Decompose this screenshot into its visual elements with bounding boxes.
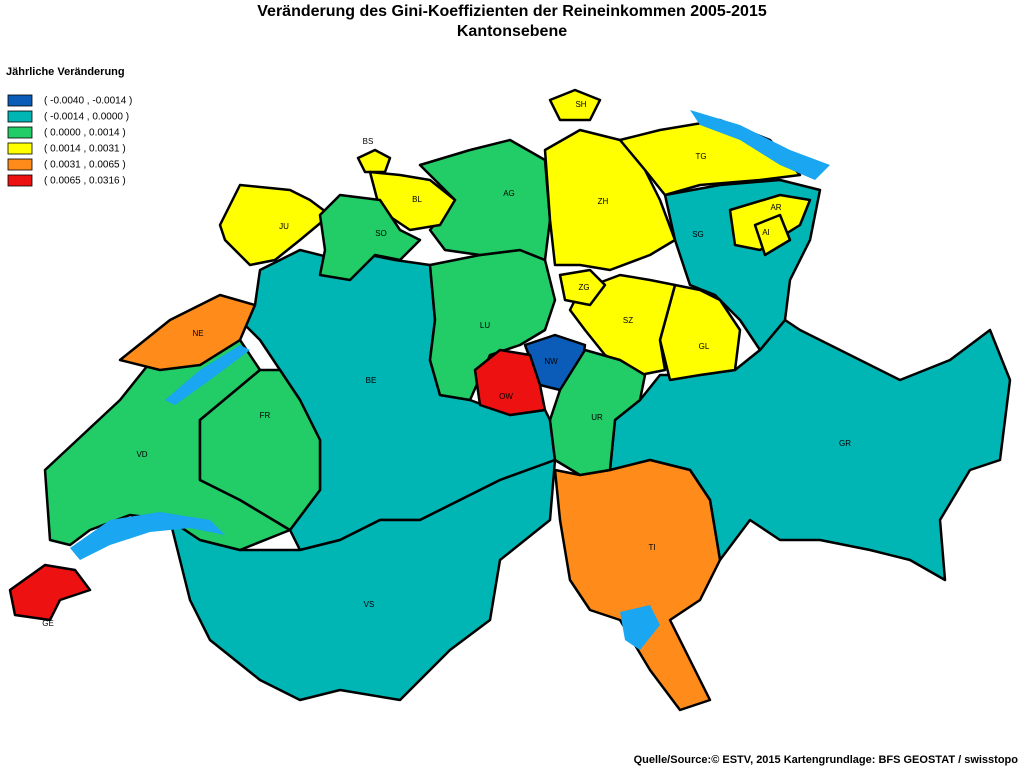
canton-label: VD bbox=[136, 450, 147, 459]
canton bbox=[218, 183, 332, 267]
lakes bbox=[70, 110, 830, 650]
canton-label: TG bbox=[695, 152, 706, 161]
canton-label: GL bbox=[699, 342, 710, 351]
canton-label: SG bbox=[692, 230, 704, 239]
canton bbox=[753, 213, 792, 257]
canton bbox=[473, 348, 547, 417]
legend-label: ( 0.0000 , 0.0014 ) bbox=[44, 128, 126, 139]
canton-labels: GE VD NE JU BS BL SO AG ZH SH TG SG AR AI GL SZ ZG LU NW OW… bbox=[42, 100, 851, 628]
canton-label: GE bbox=[42, 619, 54, 628]
canton-label: GR bbox=[839, 439, 851, 448]
canton-label: LU bbox=[480, 321, 490, 330]
canton-label: UR bbox=[591, 413, 603, 422]
legend: ( -0.0040 , -0.0014 ) ( -0.0014 , 0.0000 … bbox=[7, 94, 132, 187]
canton bbox=[318, 193, 422, 282]
canton bbox=[118, 293, 257, 372]
legend-label: ( 0.0031 , 0.0065 ) bbox=[44, 160, 126, 171]
canton-label: NW bbox=[544, 357, 558, 366]
canton-label: AG bbox=[503, 189, 515, 198]
canton-label: VS bbox=[364, 600, 375, 609]
canton-label: BE bbox=[366, 376, 377, 385]
canton-label: SH bbox=[575, 100, 586, 109]
legend-swatch bbox=[7, 94, 33, 107]
legend-swatch bbox=[7, 174, 33, 187]
canton-label: AR bbox=[770, 203, 781, 212]
canton bbox=[548, 88, 602, 122]
legend-swatch bbox=[7, 126, 33, 139]
canton bbox=[568, 273, 677, 377]
canton bbox=[168, 458, 557, 702]
legend-label: ( -0.0014 , 0.0000 ) bbox=[44, 112, 129, 123]
canton-label: OW bbox=[499, 392, 513, 401]
canton-label: FR bbox=[260, 411, 271, 420]
legend-swatch bbox=[7, 158, 33, 171]
canton bbox=[548, 348, 647, 477]
legend-title: Jährliche Veränderung bbox=[6, 66, 125, 78]
canton-label: SO bbox=[375, 229, 387, 238]
canton-label: NE bbox=[192, 329, 203, 338]
canton-label: ZH bbox=[598, 197, 609, 206]
canton-label: TI bbox=[648, 543, 655, 552]
cantons bbox=[8, 88, 1012, 712]
subtitle: Kantonsebene bbox=[457, 23, 567, 40]
canton-label: JU bbox=[279, 222, 289, 231]
canton-label: BL bbox=[412, 195, 422, 204]
source: Quelle/Source:© ESTV, 2015 Kartengrundla… bbox=[634, 754, 1019, 766]
legend-swatch bbox=[7, 142, 33, 155]
canton bbox=[558, 268, 607, 307]
canton-label: BS bbox=[363, 137, 374, 146]
canton-label: SZ bbox=[623, 316, 633, 325]
canton bbox=[8, 563, 92, 622]
legend-label: ( 0.0065 , 0.0316 ) bbox=[44, 176, 126, 187]
legend-label: ( 0.0014 , 0.0031 ) bbox=[44, 144, 126, 155]
canton bbox=[356, 148, 392, 174]
legend-label: ( -0.0040 , -0.0014 ) bbox=[44, 96, 132, 107]
canton bbox=[553, 458, 722, 712]
canton bbox=[198, 368, 322, 532]
title: Veränderung des Gini-Koeffizienten der R… bbox=[257, 3, 767, 20]
canton-label: ZG bbox=[578, 283, 589, 292]
canton-label: AI bbox=[762, 228, 770, 237]
legend-swatch bbox=[7, 110, 33, 123]
